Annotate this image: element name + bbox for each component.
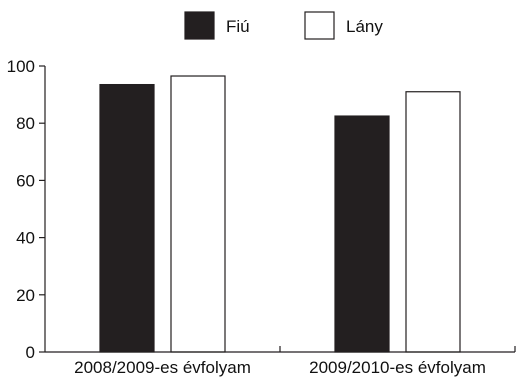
bar-lany-1 xyxy=(405,91,461,353)
y-axis-ticks: 0 20 40 60 80 100 xyxy=(7,57,45,362)
bar-lany-0 xyxy=(170,75,226,353)
x-axis-ticks xyxy=(279,346,516,352)
bars xyxy=(99,75,461,353)
legend-swatch-lany xyxy=(304,11,335,40)
y-tick-label-60: 60 xyxy=(16,171,35,190)
y-tick-label-0: 0 xyxy=(26,343,35,362)
legend-label-lany: Lány xyxy=(346,17,383,36)
x-category-label-2008-2009: 2008/2009-es évfolyam xyxy=(74,358,251,377)
y-tick-label-100: 100 xyxy=(7,57,35,76)
bar-fiu-1 xyxy=(334,115,390,353)
legend-swatch-fiu xyxy=(184,11,215,40)
legend-label-fiu: Fiú xyxy=(226,17,250,36)
x-category-label-2009-2010: 2009/2010-es évfolyam xyxy=(309,358,486,377)
y-tick-label-20: 20 xyxy=(16,286,35,305)
bar-fiu-0 xyxy=(99,83,155,353)
y-tick-label-40: 40 xyxy=(16,229,35,248)
legend: Fiú Lány xyxy=(184,11,383,40)
y-tick-label-80: 80 xyxy=(16,114,35,133)
